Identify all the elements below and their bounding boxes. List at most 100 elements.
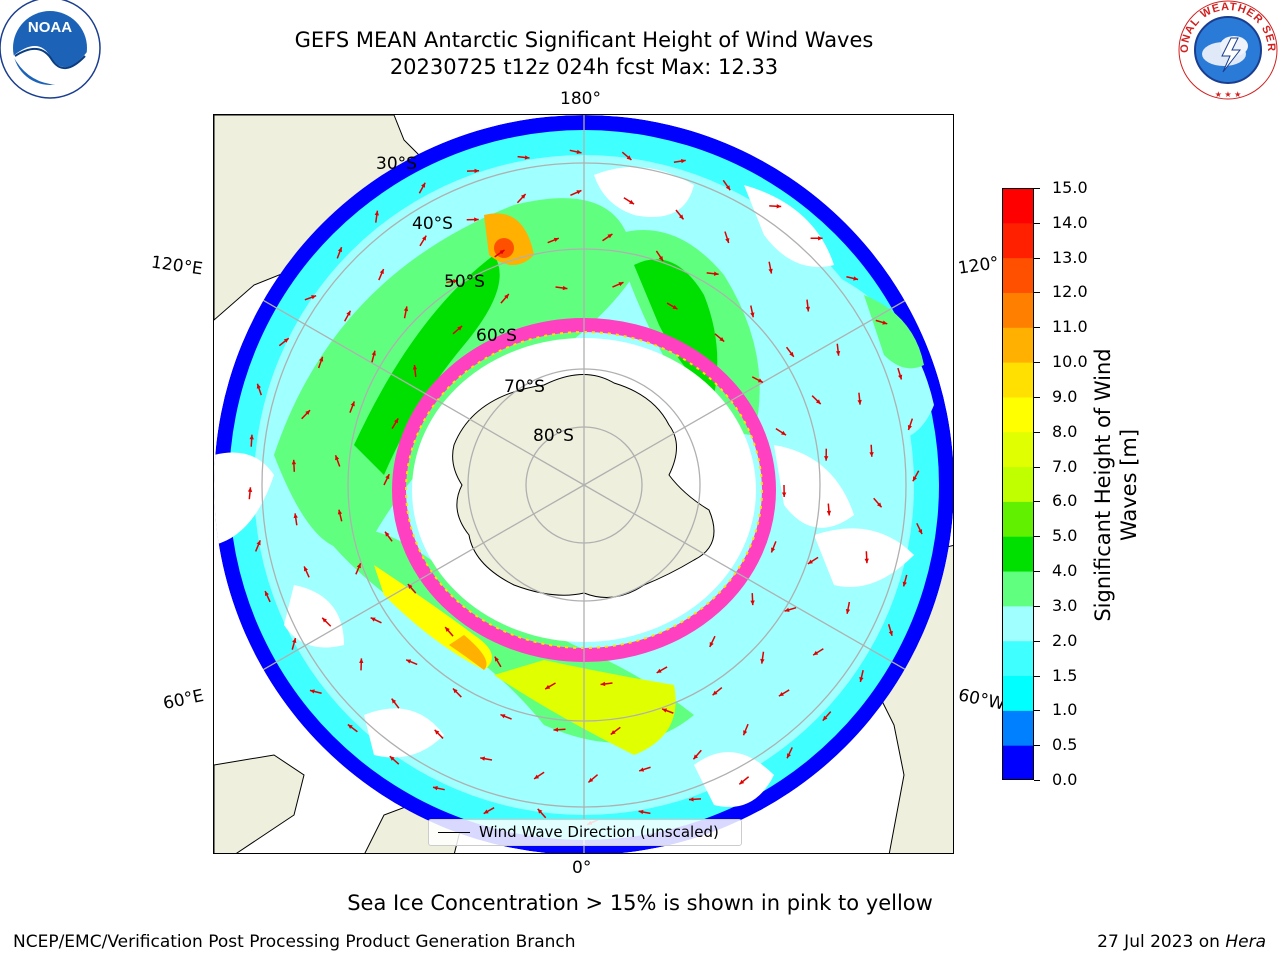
wave-direction-arrowhead	[445, 627, 450, 632]
wave-direction-arrowhead	[876, 502, 882, 508]
wave-direction-arrowhead	[743, 730, 748, 736]
footer-date: 27 Jul 2023 on Hera	[1097, 932, 1266, 952]
colorbar-tick-label: 0.0	[1052, 770, 1078, 789]
wave-direction-arrowhead	[712, 690, 718, 696]
wave-direction-arrowhead	[662, 708, 668, 713]
wave-direction-arrowhead	[750, 312, 755, 318]
wave-direction-arrowhead	[293, 513, 298, 519]
wave-direction-arrowhead	[553, 237, 559, 242]
wave-direction-arrowhead	[576, 149, 582, 155]
colorbar-block	[1002, 396, 1034, 433]
wave-direction-arrowhead	[781, 492, 787, 497]
wave-direction-arrowhead	[319, 356, 324, 362]
wave-direction-arrowhead	[898, 374, 903, 380]
wave-direction-arrowhead	[857, 399, 862, 405]
wave-direction-arrowhead	[912, 476, 917, 482]
wave-direction-arrowhead	[432, 786, 438, 791]
lat-label-40s: 40°S	[412, 214, 453, 234]
wave-direction-arrowhead	[902, 581, 907, 587]
lat-label-50s: 50°S	[444, 272, 485, 292]
colorbar-tick-mark	[1034, 257, 1040, 259]
wave-direction-arrowhead	[422, 235, 427, 241]
wave-direction-arrowhead	[907, 424, 912, 430]
footer-host: Hera	[1225, 932, 1266, 952]
wave-direction-arrowhead	[359, 658, 364, 663]
colorbar-tick-mark	[1034, 466, 1040, 468]
wave-direction-arrowhead	[256, 383, 261, 389]
colorbar-tick-label: 14.0	[1052, 212, 1088, 232]
colorbar-block	[1002, 431, 1034, 468]
wave-direction-arrowhead	[629, 199, 635, 205]
wave-direction-arrowhead	[553, 727, 559, 732]
colorbar-tick-mark	[1034, 605, 1040, 607]
wave-direction-arrowhead	[504, 294, 509, 299]
wave-direction-arrowhead	[389, 756, 395, 761]
lon-label-180: 180°	[560, 89, 601, 109]
colorbar-tick-mark	[1034, 222, 1040, 224]
colorbar-tick-label: 9.0	[1052, 386, 1078, 406]
wave-direction-arrowhead	[725, 185, 731, 191]
wave-direction-arrowhead	[638, 809, 644, 815]
wave-direction-arrowhead	[787, 753, 791, 759]
wave-direction-arrowhead	[760, 658, 765, 664]
wave-direction-arrowhead	[815, 399, 821, 405]
colorbar-block	[1002, 675, 1034, 711]
wave-direction-arrowhead	[725, 238, 730, 243]
wave-direction-arrowhead	[305, 410, 311, 415]
footer-date-text: 27 Jul 2023 on	[1097, 932, 1226, 952]
legend-line-icon	[438, 832, 470, 833]
colorbar-tick-label: 1.0	[1052, 700, 1078, 720]
colorbar-tick-label: 6.0	[1052, 491, 1078, 511]
wave-direction-arrowhead	[835, 350, 841, 356]
wave-direction-arrowhead	[545, 684, 551, 690]
wave-direction-arrowhead	[421, 182, 426, 188]
wave-direction-arrowhead	[771, 547, 776, 553]
wave-direction-arrowhead	[264, 591, 269, 597]
wave-direction-arrowhead	[394, 418, 399, 424]
wave-direction-arrowhead	[499, 249, 505, 255]
wave-direction-arrowhead	[283, 338, 289, 343]
wave-direction-arrowhead	[379, 269, 384, 275]
colorbar	[1002, 188, 1034, 780]
wave-direction-arrowhead	[719, 336, 725, 342]
chart-title: GEFS MEAN Antarctic Significant Height o…	[294, 28, 874, 52]
chart-subtitle-forecast: 20230725 t12z 024h fcst Max: 12.33	[389, 55, 779, 79]
colorbar-tick-label: 2.0	[1052, 630, 1078, 650]
wave-direction-arrowhead	[826, 510, 832, 516]
colorbar-block	[1002, 188, 1034, 224]
polar-map: 30°S 40°S 50°S 60°S 70°S 80°S	[214, 115, 953, 853]
wave-direction-arrowhead	[888, 630, 893, 636]
colorbar-block	[1002, 327, 1034, 363]
wind-wave-arrows	[247, 149, 923, 826]
colorbar-block	[1002, 466, 1034, 502]
wave-direction-arrowhead	[385, 474, 390, 480]
wave-direction-arrowhead	[688, 797, 694, 802]
wave-direction-arrowhead	[335, 455, 340, 461]
wave-direction-arrowhead	[524, 155, 530, 160]
lon-label-60w: 60°W	[956, 685, 1007, 715]
wave-direction-arrowhead	[781, 430, 787, 436]
colorbar-block	[1002, 362, 1034, 398]
wave-direction-arrowhead	[789, 351, 794, 357]
noaa-logo-text: NOAA	[28, 19, 72, 36]
colorbar-tick-label: 5.0	[1052, 526, 1078, 546]
wave-direction-arrowhead	[618, 282, 624, 287]
wave-direction-arrowhead	[322, 617, 327, 623]
wave-direction-arrowhead	[709, 641, 714, 647]
wave-direction-arrowhead	[520, 193, 526, 199]
colorbar-block	[1002, 640, 1034, 677]
wave-direction-arrowhead	[882, 320, 888, 325]
wave-direction-arrowhead	[869, 452, 874, 457]
wave-direction-arrowhead	[784, 607, 790, 612]
wave-direction-arrowhead	[452, 688, 458, 694]
legend-label: Wind Wave Direction (unscaled)	[479, 823, 719, 841]
wave-direction-arrowhead	[610, 730, 616, 735]
nws-logo-icon: NATIONAL WEATHER SERVICE ★ ★ ★	[1176, 0, 1278, 100]
wave-direction-arrowhead	[407, 584, 413, 589]
wave-direction-arrowhead	[845, 608, 851, 614]
wave-direction-arrowhead	[813, 650, 819, 656]
colorbar-block	[1002, 605, 1034, 642]
wave-direction-arrowhead	[370, 617, 376, 622]
colorbar-block	[1002, 292, 1034, 328]
wave-direction-arrowhead	[822, 715, 828, 721]
